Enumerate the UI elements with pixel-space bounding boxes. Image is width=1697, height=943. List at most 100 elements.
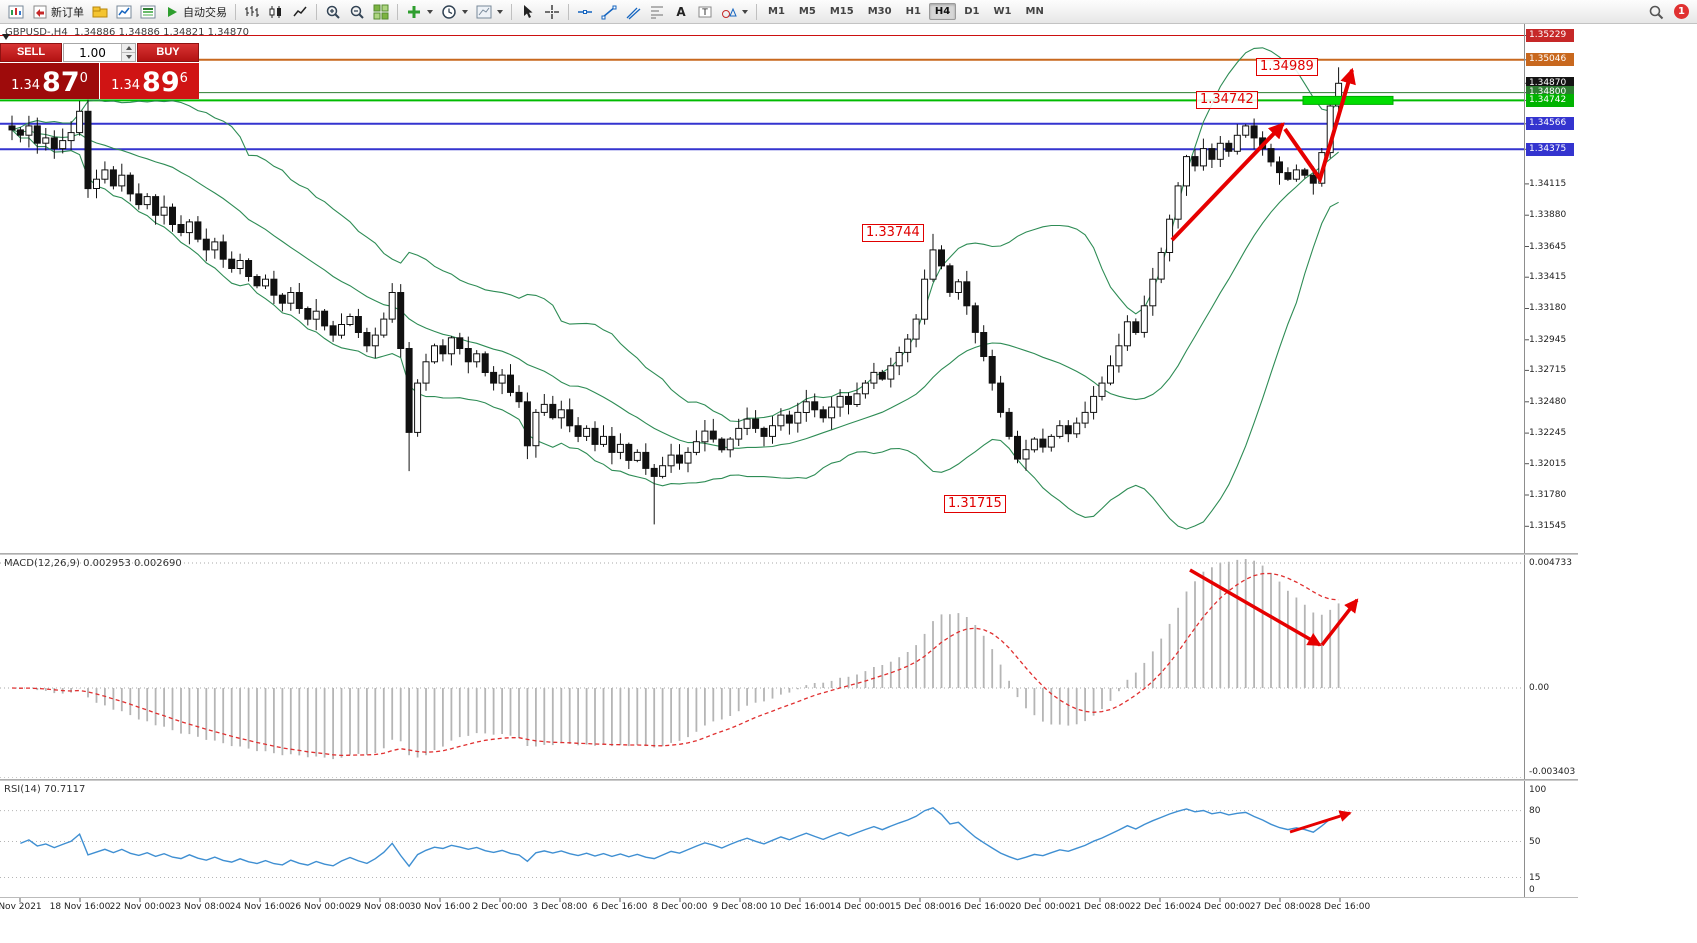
price-tick: 1.31545 <box>1529 521 1567 532</box>
autotrading-label: 自动交易 <box>183 5 227 19</box>
search-button[interactable] <box>1644 2 1668 22</box>
price-annotation-1.34989[interactable]: 1.34989 <box>1256 58 1318 77</box>
rsi-panel-splitter[interactable] <box>0 779 1578 781</box>
price-annotation-1.33744[interactable]: 1.33744 <box>862 224 924 243</box>
periods-menu-button[interactable] <box>437 2 472 22</box>
hline-icon <box>578 9 592 14</box>
volume-increase-button[interactable] <box>122 44 135 53</box>
price-tick: 1.32945 <box>1529 334 1567 345</box>
one-click-row-top: SELL BUY <box>0 43 199 62</box>
market-watch-button[interactable] <box>112 2 136 22</box>
candle-chart-mode-button[interactable] <box>264 2 288 22</box>
volume-input[interactable] <box>64 44 121 61</box>
toolbar-separator <box>511 3 512 20</box>
trend-arrow[interactable] <box>1320 598 1359 647</box>
notification-badge[interactable]: 1 <box>1674 4 1689 19</box>
zoom-in-button[interactable] <box>321 2 345 22</box>
timeframe-W1-button[interactable]: W1 <box>993 6 1012 17</box>
timeframe-H4-button[interactable]: H4 <box>928 3 957 20</box>
rsi-layer[interactable] <box>0 807 1524 878</box>
text-icon: A <box>676 5 686 19</box>
sell-price-big: 87 <box>42 67 80 98</box>
templates-menu-caret-icon <box>497 9 503 14</box>
crosshair-tool-button[interactable] <box>540 2 564 22</box>
timeframe-M1-button[interactable]: M1 <box>768 6 785 17</box>
volume-decrease-button[interactable] <box>122 53 135 61</box>
horizontal-lines-layer[interactable] <box>0 35 1524 151</box>
toolbar-separator <box>568 3 569 20</box>
time-label: 20 Dec 00:00 <box>1009 902 1071 912</box>
candles-layer[interactable] <box>8 67 1343 525</box>
time-axis-separator <box>0 897 1578 898</box>
profiles-button[interactable] <box>88 2 112 22</box>
timeframe-M5-button[interactable]: M5 <box>798 6 816 17</box>
trend-arrow[interactable] <box>1170 122 1285 242</box>
triangle-up-icon <box>125 46 132 50</box>
trend-arrow[interactable] <box>1289 810 1352 834</box>
trend-arrow[interactable] <box>1189 568 1322 647</box>
volume-stepper[interactable] <box>63 43 136 62</box>
macd-panel-splitter[interactable] <box>0 553 1578 555</box>
sell-price-sup: 0 <box>79 71 88 86</box>
timeframe-H1-button[interactable]: H1 <box>905 6 921 17</box>
buy-button[interactable]: BUY <box>137 43 199 62</box>
line-chart-mode-button[interactable] <box>288 2 312 22</box>
zoom-out-button[interactable] <box>345 2 369 22</box>
fibonacci-tool-button[interactable] <box>645 2 669 22</box>
macd-tick: 0.00 <box>1529 683 1550 693</box>
buy-price[interactable]: 1.34 89 6 <box>100 63 199 99</box>
cursor-tool-button[interactable] <box>516 2 540 22</box>
bar-chart-mode-button[interactable] <box>240 2 264 22</box>
timeframe-D1-button[interactable]: D1 <box>964 6 980 17</box>
templates-menu-button[interactable] <box>472 2 507 22</box>
one-click-collapse-arrow[interactable] <box>2 34 10 40</box>
price-annotation-1.31715[interactable]: 1.31715 <box>944 494 1006 513</box>
price-scale[interactable]: 1.34115 1.33880 1.33645 1.33415 1.33180 1.329… <box>1524 24 1678 898</box>
autotrading-icon <box>168 6 177 17</box>
price-tick: 1.34115 <box>1529 178 1567 189</box>
toolbar-separator <box>316 3 317 20</box>
label-tool-button[interactable]: T <box>693 2 717 22</box>
autotrading-button[interactable]: 自动交易 <box>160 2 231 22</box>
timeframe-M30-button[interactable]: M30 <box>867 6 892 17</box>
text-tool-button[interactable]: A <box>669 2 693 22</box>
rsi-tick: 100 <box>1529 785 1547 795</box>
timeframe-M15-button[interactable]: M15 <box>829 6 854 17</box>
time-label: 24 Dec 00:00 <box>1189 902 1251 912</box>
price-tick: 1.32715 <box>1529 365 1567 376</box>
trendline-tool-button[interactable] <box>597 2 621 22</box>
price-annotation-1.34742[interactable]: 1.34742 <box>1196 91 1258 110</box>
add-indicator-button[interactable] <box>402 2 437 22</box>
trend-arrow[interactable] <box>1283 67 1356 184</box>
price-scale-border <box>1524 24 1525 898</box>
time-label: 29 Nov 08:00 <box>349 902 411 912</box>
sell-price[interactable]: 1.34 87 0 <box>0 63 99 99</box>
sell-button[interactable]: SELL <box>0 43 62 62</box>
tile-windows-button[interactable] <box>369 2 393 22</box>
channel-tool-button[interactable] <box>621 2 645 22</box>
price-tick: 1.31780 <box>1529 490 1567 501</box>
data-window-button[interactable] <box>136 2 160 22</box>
shapes-tool-button[interactable] <box>717 2 752 22</box>
rsi-indicator-label: RSI(14) 70.7117 <box>4 784 86 795</box>
macd-tick: -0.003403 <box>1529 767 1576 777</box>
zoom-in-icon <box>326 5 340 19</box>
rsi-tick: 15 <box>1529 872 1541 883</box>
indicator-add-icon <box>408 5 420 18</box>
time-axis[interactable]: Nov 2021 18 Nov 16:00 22 Nov 00:00 23 Nov 0… <box>0 900 1697 918</box>
highlight-zone[interactable] <box>1302 95 1394 105</box>
horizontal-line-tool-button[interactable] <box>573 2 597 22</box>
new-order-button[interactable]: 新订单 <box>28 2 88 22</box>
shapes-icon <box>722 7 737 18</box>
toolbar-groups: 新订单 自动交易 A T M1 M5 M15 M30 H1 H4 D1 W1 MN <box>4 2 1051 22</box>
timeframe-MN-button[interactable]: MN <box>1025 6 1044 17</box>
triangle-down-icon <box>125 55 132 59</box>
new-order-icon <box>33 5 47 18</box>
toolbar-separator <box>756 3 757 20</box>
time-label: 10 Dec 16:00 <box>769 902 831 912</box>
new-chart-button[interactable] <box>4 2 28 22</box>
macd-layer[interactable] <box>0 559 1524 778</box>
tile-windows-icon <box>373 4 389 19</box>
